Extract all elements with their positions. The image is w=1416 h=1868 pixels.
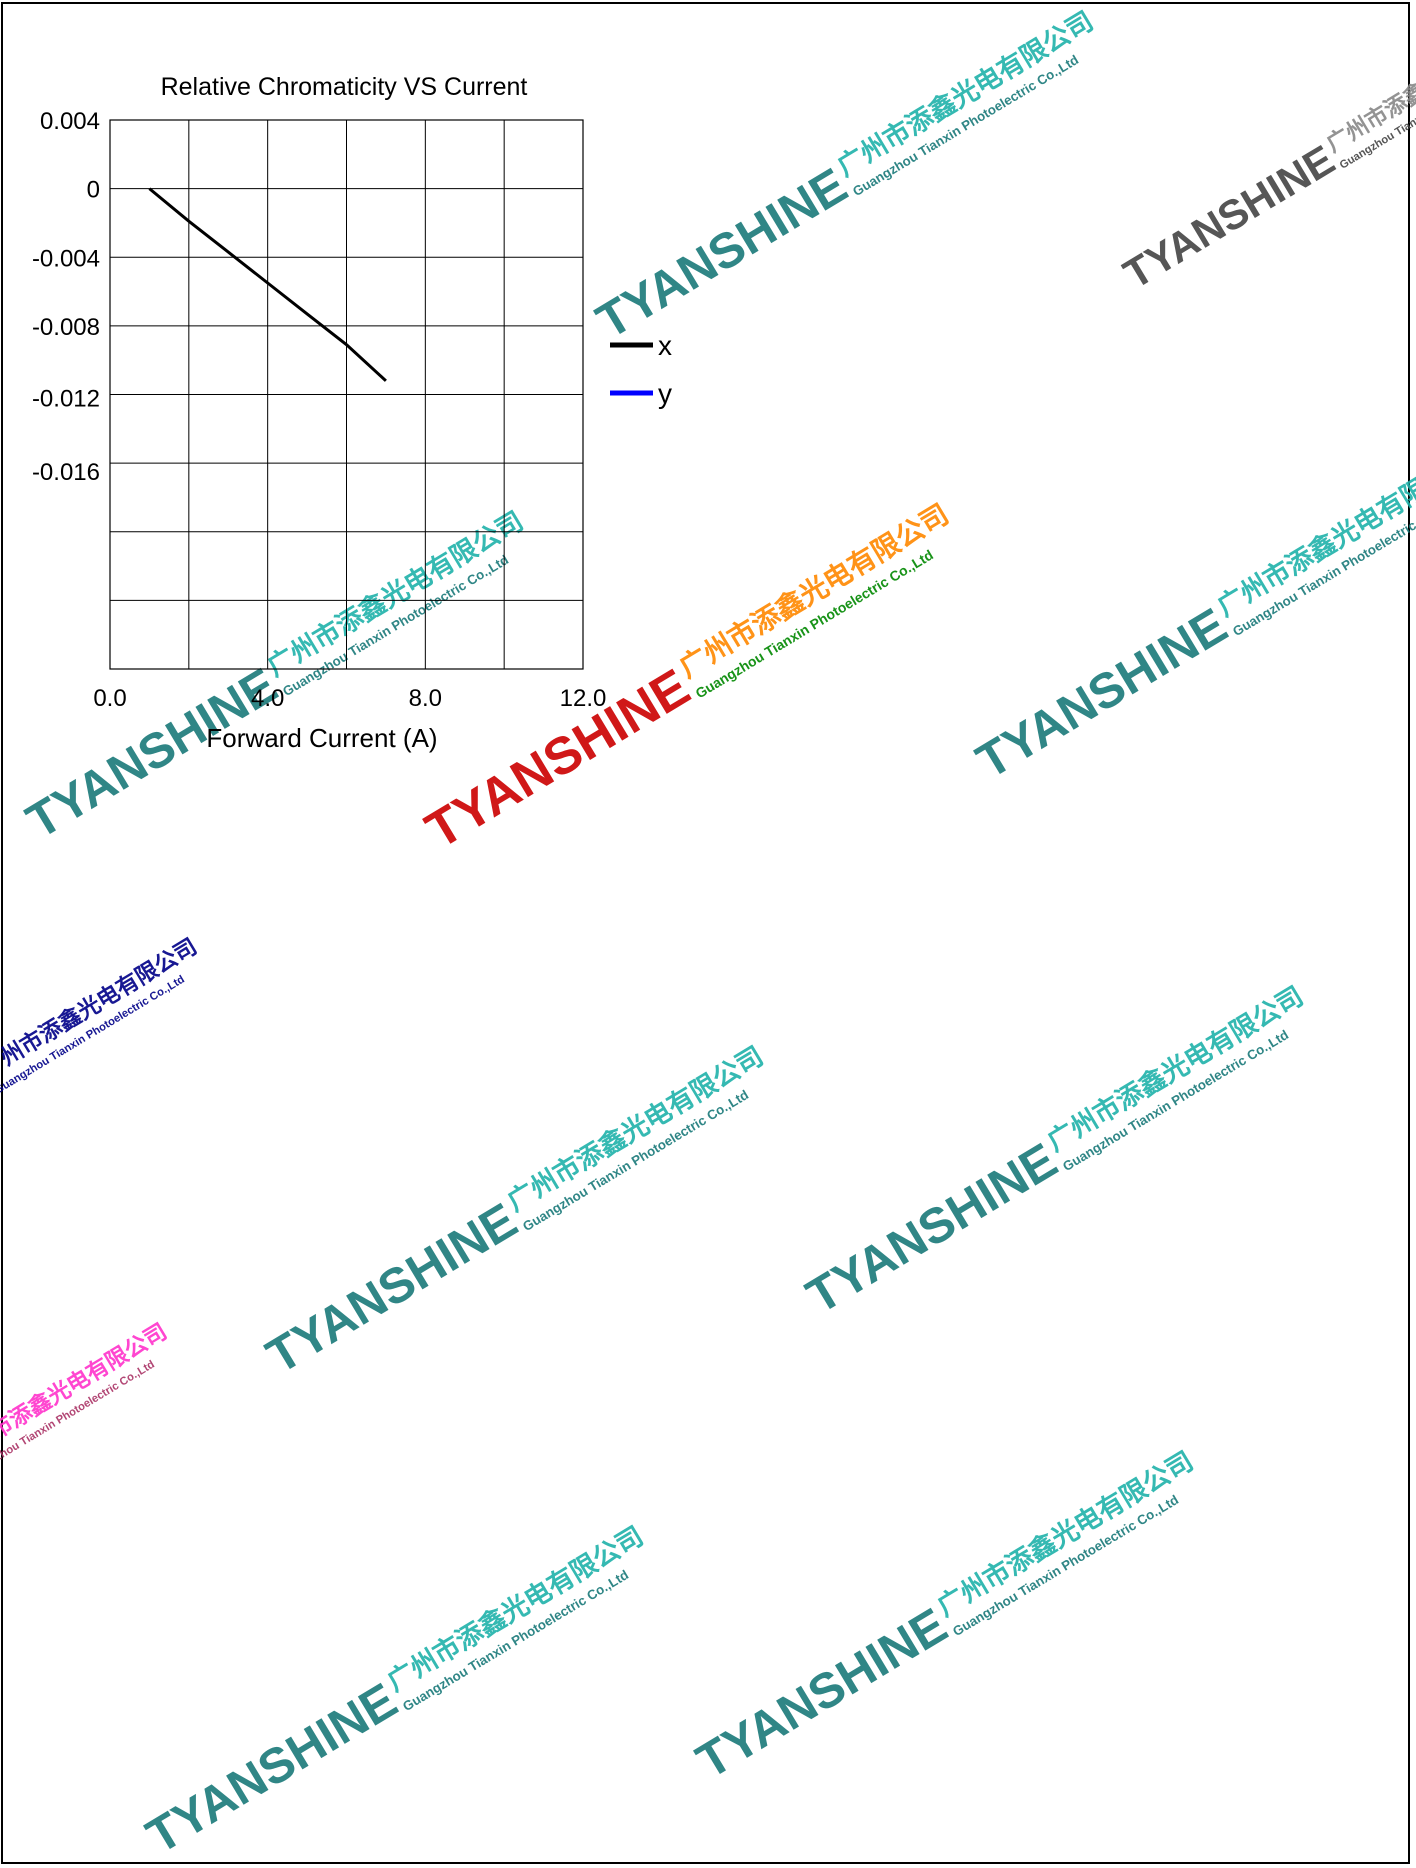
watermark-brand: TYANSHINE bbox=[687, 1598, 956, 1790]
watermark-brand: TYANSHINE bbox=[416, 658, 699, 860]
watermark-brand: TYANSHINE bbox=[797, 1133, 1066, 1325]
watermark-company-cn: 广州市添鑫光电有限公司 bbox=[382, 1521, 648, 1697]
y-tick-label: 0 bbox=[87, 177, 100, 204]
watermark-brand: TYANSHINE bbox=[967, 598, 1236, 790]
x-tick-label: 12.0 bbox=[560, 685, 607, 712]
legend-label-y: y bbox=[658, 378, 672, 409]
watermark-company-cn: 广州市添鑫光电有限公司 bbox=[502, 1041, 768, 1217]
y-tick-label: -0.004 bbox=[32, 245, 100, 272]
y-tick-label: -0.008 bbox=[32, 314, 100, 341]
y-tick-label: -0.012 bbox=[32, 386, 100, 413]
y-tick-label: 0.004 bbox=[40, 108, 100, 135]
watermark-company-cn: 广州市添鑫光电有限公司 bbox=[932, 1446, 1198, 1622]
series-line-x bbox=[148, 187, 387, 382]
chart-title: Relative Chromaticity VS Current bbox=[161, 73, 528, 101]
watermark-company-cn: 广州市添鑫光电有限公司 bbox=[832, 6, 1098, 182]
watermark-brand: TYANSHINE bbox=[137, 1673, 406, 1865]
y-tick-labels: 0.004 0 -0.004 -0.008 -0.012 -0.016 bbox=[32, 108, 100, 486]
watermark-company-cn: 广州市添鑫光电有限公司 bbox=[673, 497, 954, 683]
plot-area bbox=[109, 119, 584, 670]
watermark-company-cn: 广州市添鑫光电有限公司 bbox=[1042, 981, 1308, 1157]
x-tick-label: 4.0 bbox=[251, 685, 284, 712]
y-tick-label: -0.016 bbox=[32, 459, 100, 486]
watermark-brand: TYANSHINE bbox=[1115, 136, 1342, 298]
watermark-brand: TYANSHINE bbox=[587, 158, 856, 350]
x-axis-title: Forward Current (A) bbox=[206, 723, 437, 753]
x-tick-labels: 0.0 4.0 8.0 12.0 bbox=[93, 685, 606, 712]
legend: xy bbox=[610, 330, 672, 409]
legend-label-x: x bbox=[658, 330, 672, 361]
x-tick-label: 8.0 bbox=[409, 685, 442, 712]
watermark-company-cn: 广州市添鑫光电有限公司 bbox=[0, 933, 201, 1082]
watermark-brand: TYANSHINE bbox=[257, 1193, 526, 1385]
x-tick-label: 0.0 bbox=[93, 685, 126, 712]
watermark-brand: TYANSHINE bbox=[17, 658, 286, 850]
